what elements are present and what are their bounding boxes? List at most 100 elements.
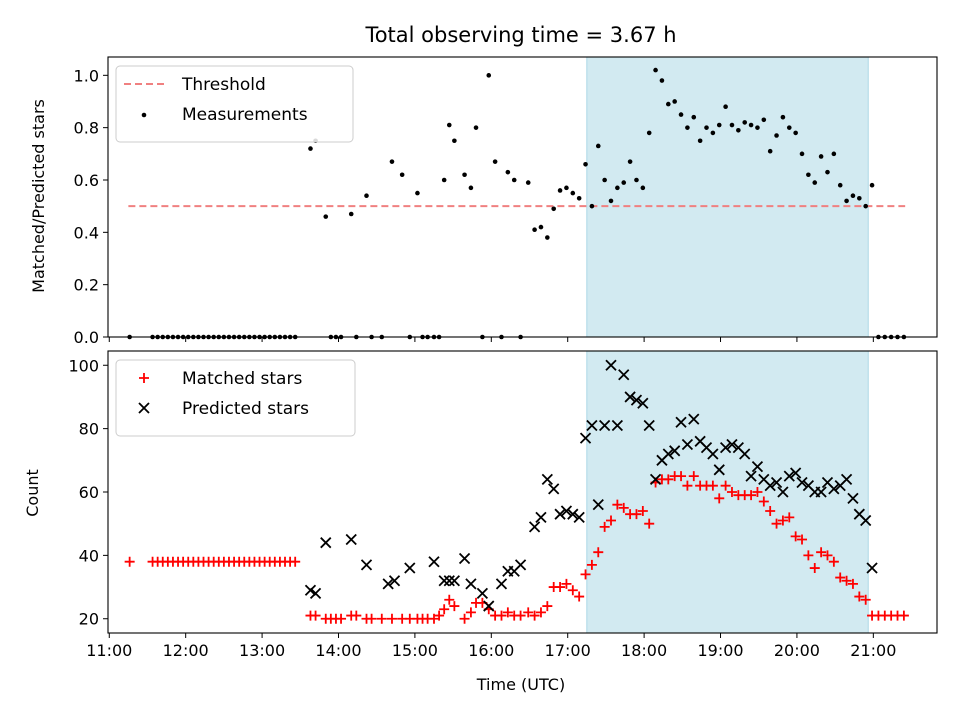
measurement-point xyxy=(576,196,582,201)
measurement-point xyxy=(748,122,754,128)
measurement-point xyxy=(602,177,607,183)
predicted-star-point xyxy=(428,556,440,568)
measurement-point xyxy=(583,161,588,167)
matched-star-point xyxy=(797,534,808,545)
measurement-point xyxy=(557,188,563,193)
matched-star-point xyxy=(644,518,655,529)
measurement-point xyxy=(646,130,652,136)
predicted-star-point xyxy=(796,476,808,489)
predicted-star-point xyxy=(764,480,776,492)
x-tick-label: 15:00 xyxy=(392,641,438,660)
legend: Threshold Measurements xyxy=(115,65,354,143)
measurement-point xyxy=(812,180,818,185)
measurement-point xyxy=(399,172,405,178)
y-tick-label: 0.4 xyxy=(74,223,99,242)
bottom-y-axis-label: Count xyxy=(23,469,42,517)
predicted-star-point xyxy=(707,448,719,460)
predicted-star-point xyxy=(320,537,332,549)
predicted-star-point xyxy=(345,533,357,546)
measurement-point xyxy=(446,122,452,128)
series-matched-stars xyxy=(124,471,909,624)
measurement-point xyxy=(806,172,811,178)
axes-frame xyxy=(107,350,938,634)
legend-label: Matched stars xyxy=(182,369,302,389)
matched-star-point xyxy=(688,471,699,482)
measurement-point xyxy=(672,99,677,104)
top-y-axis-label: Matched/Predicted stars xyxy=(29,99,48,293)
axes-frame xyxy=(107,56,938,338)
measurement-point xyxy=(761,117,767,123)
matched-star-point xyxy=(822,550,833,561)
measurement-point xyxy=(486,73,492,78)
legend-predicted-swatch xyxy=(138,402,150,414)
matched-star-point xyxy=(765,506,776,517)
predicted-star-point xyxy=(840,473,853,485)
matched-star-point xyxy=(567,585,578,596)
measurement-point xyxy=(799,151,805,157)
measurement-point xyxy=(793,130,798,136)
predicted-star-point xyxy=(770,476,783,489)
predicted-star-point xyxy=(847,492,859,504)
top-panel: 0.0 0.2 0.4 0.6 0.8 1.0 Threshold Measurements xyxy=(74,56,938,347)
measurement-point xyxy=(492,159,498,164)
predicted-star-point xyxy=(579,432,592,444)
predicted-star-point xyxy=(443,575,455,587)
predicted-star-point xyxy=(866,562,878,574)
bottom-panel: 11:00 12:00 13:00 14:00 15:00 16:00 17:00 18:00… xyxy=(68,350,938,660)
matched-star-point xyxy=(555,582,566,593)
predicted-star-point xyxy=(541,473,553,485)
matched-star-point xyxy=(428,613,439,624)
matched-star-point xyxy=(682,480,693,491)
measurement-point xyxy=(505,169,511,175)
measurement-point xyxy=(621,180,627,185)
measurement-point xyxy=(736,127,741,133)
legend-label: Measurements xyxy=(182,105,308,125)
matched-star-point xyxy=(828,556,839,567)
predicted-star-point xyxy=(592,499,604,511)
y-tick-label: 20 xyxy=(79,610,99,629)
measurement-point xyxy=(389,159,395,164)
matched-star-point xyxy=(758,496,769,507)
matched-star-point xyxy=(784,512,795,523)
legend-box xyxy=(115,359,356,437)
measurement-point xyxy=(837,182,843,188)
matched-star-point xyxy=(599,521,610,532)
matched-star-point xyxy=(561,578,572,589)
measurement-point xyxy=(863,203,868,209)
matched-star-point xyxy=(124,556,135,567)
legend-label: Predicted stars xyxy=(182,399,309,419)
measurement-point xyxy=(473,125,479,130)
matched-star-point xyxy=(803,550,814,561)
matched-star-point xyxy=(386,613,397,624)
predicted-star-point xyxy=(713,464,725,476)
matched-star-point xyxy=(637,506,648,517)
y-tick-label: 1.0 xyxy=(74,66,99,85)
matched-star-point xyxy=(376,613,387,624)
predicted-star-point xyxy=(567,508,579,520)
measurement-point xyxy=(653,67,658,73)
predicted-star-point xyxy=(790,467,802,479)
measurement-point xyxy=(831,151,837,157)
y-tick-label: 80 xyxy=(79,420,99,439)
x-tick-label: 20:00 xyxy=(774,641,820,660)
measurement-point xyxy=(850,193,856,198)
x-tick-label: 17:00 xyxy=(545,641,591,660)
measurement-point xyxy=(608,198,614,204)
measurement-point xyxy=(818,154,824,159)
matched-star-point xyxy=(726,487,737,497)
matched-star-point xyxy=(449,601,460,612)
predicted-star-point xyxy=(630,394,643,406)
x-tick-label: 14:00 xyxy=(315,641,361,660)
matched-star-point xyxy=(707,480,718,491)
matched-star-point xyxy=(663,474,674,485)
measurement-point xyxy=(767,148,773,154)
matched-star-point xyxy=(502,607,513,618)
matched-star-point xyxy=(606,515,617,526)
matched-star-point xyxy=(777,515,788,526)
predicted-star-point xyxy=(688,413,700,425)
predicted-star-point xyxy=(560,505,573,517)
measurement-point xyxy=(723,104,728,110)
measurement-point xyxy=(441,177,447,183)
matched-star-point xyxy=(841,575,852,586)
measurement-point xyxy=(348,211,354,217)
